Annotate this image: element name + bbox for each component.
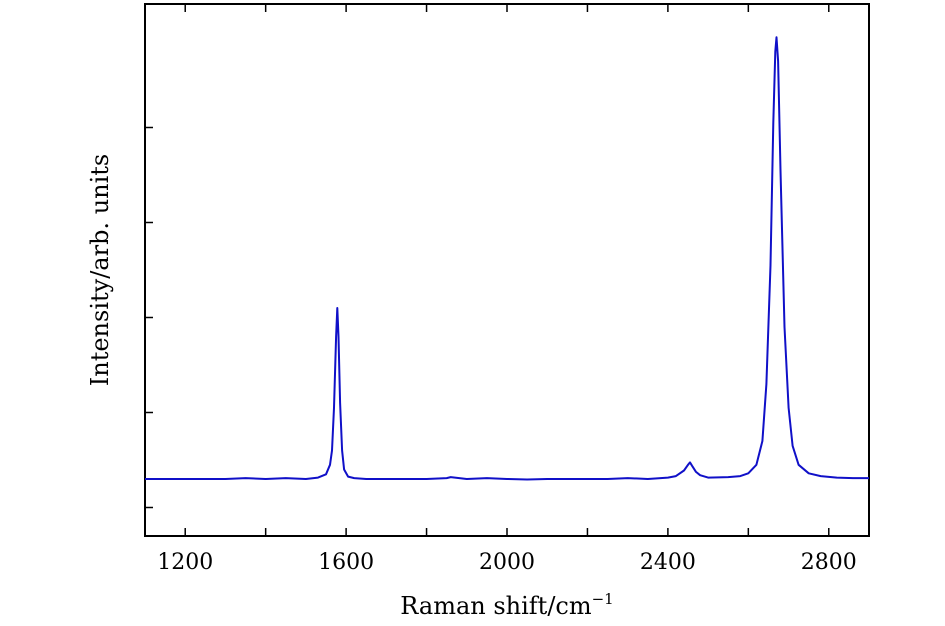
x-tick-label: 1200 xyxy=(157,550,213,575)
x-axis-label: Raman shift/cm−1 xyxy=(400,590,613,620)
x-tick-label: 2400 xyxy=(640,550,696,575)
plot-frame xyxy=(144,3,870,537)
series-layer xyxy=(145,36,869,481)
y-axis-label: Intensity/arb. units xyxy=(86,154,114,386)
x-tick-label: 1600 xyxy=(318,550,374,575)
x-axis-ticks: 1200 1600 2000 2400 2800 xyxy=(157,4,857,575)
x-axis-label-superscript: −1 xyxy=(592,590,614,608)
x-tick-label: 2800 xyxy=(801,550,857,575)
spectrum-line xyxy=(145,36,869,481)
x-tick-label: 2000 xyxy=(479,550,535,575)
y-axis-ticks xyxy=(145,126,153,509)
